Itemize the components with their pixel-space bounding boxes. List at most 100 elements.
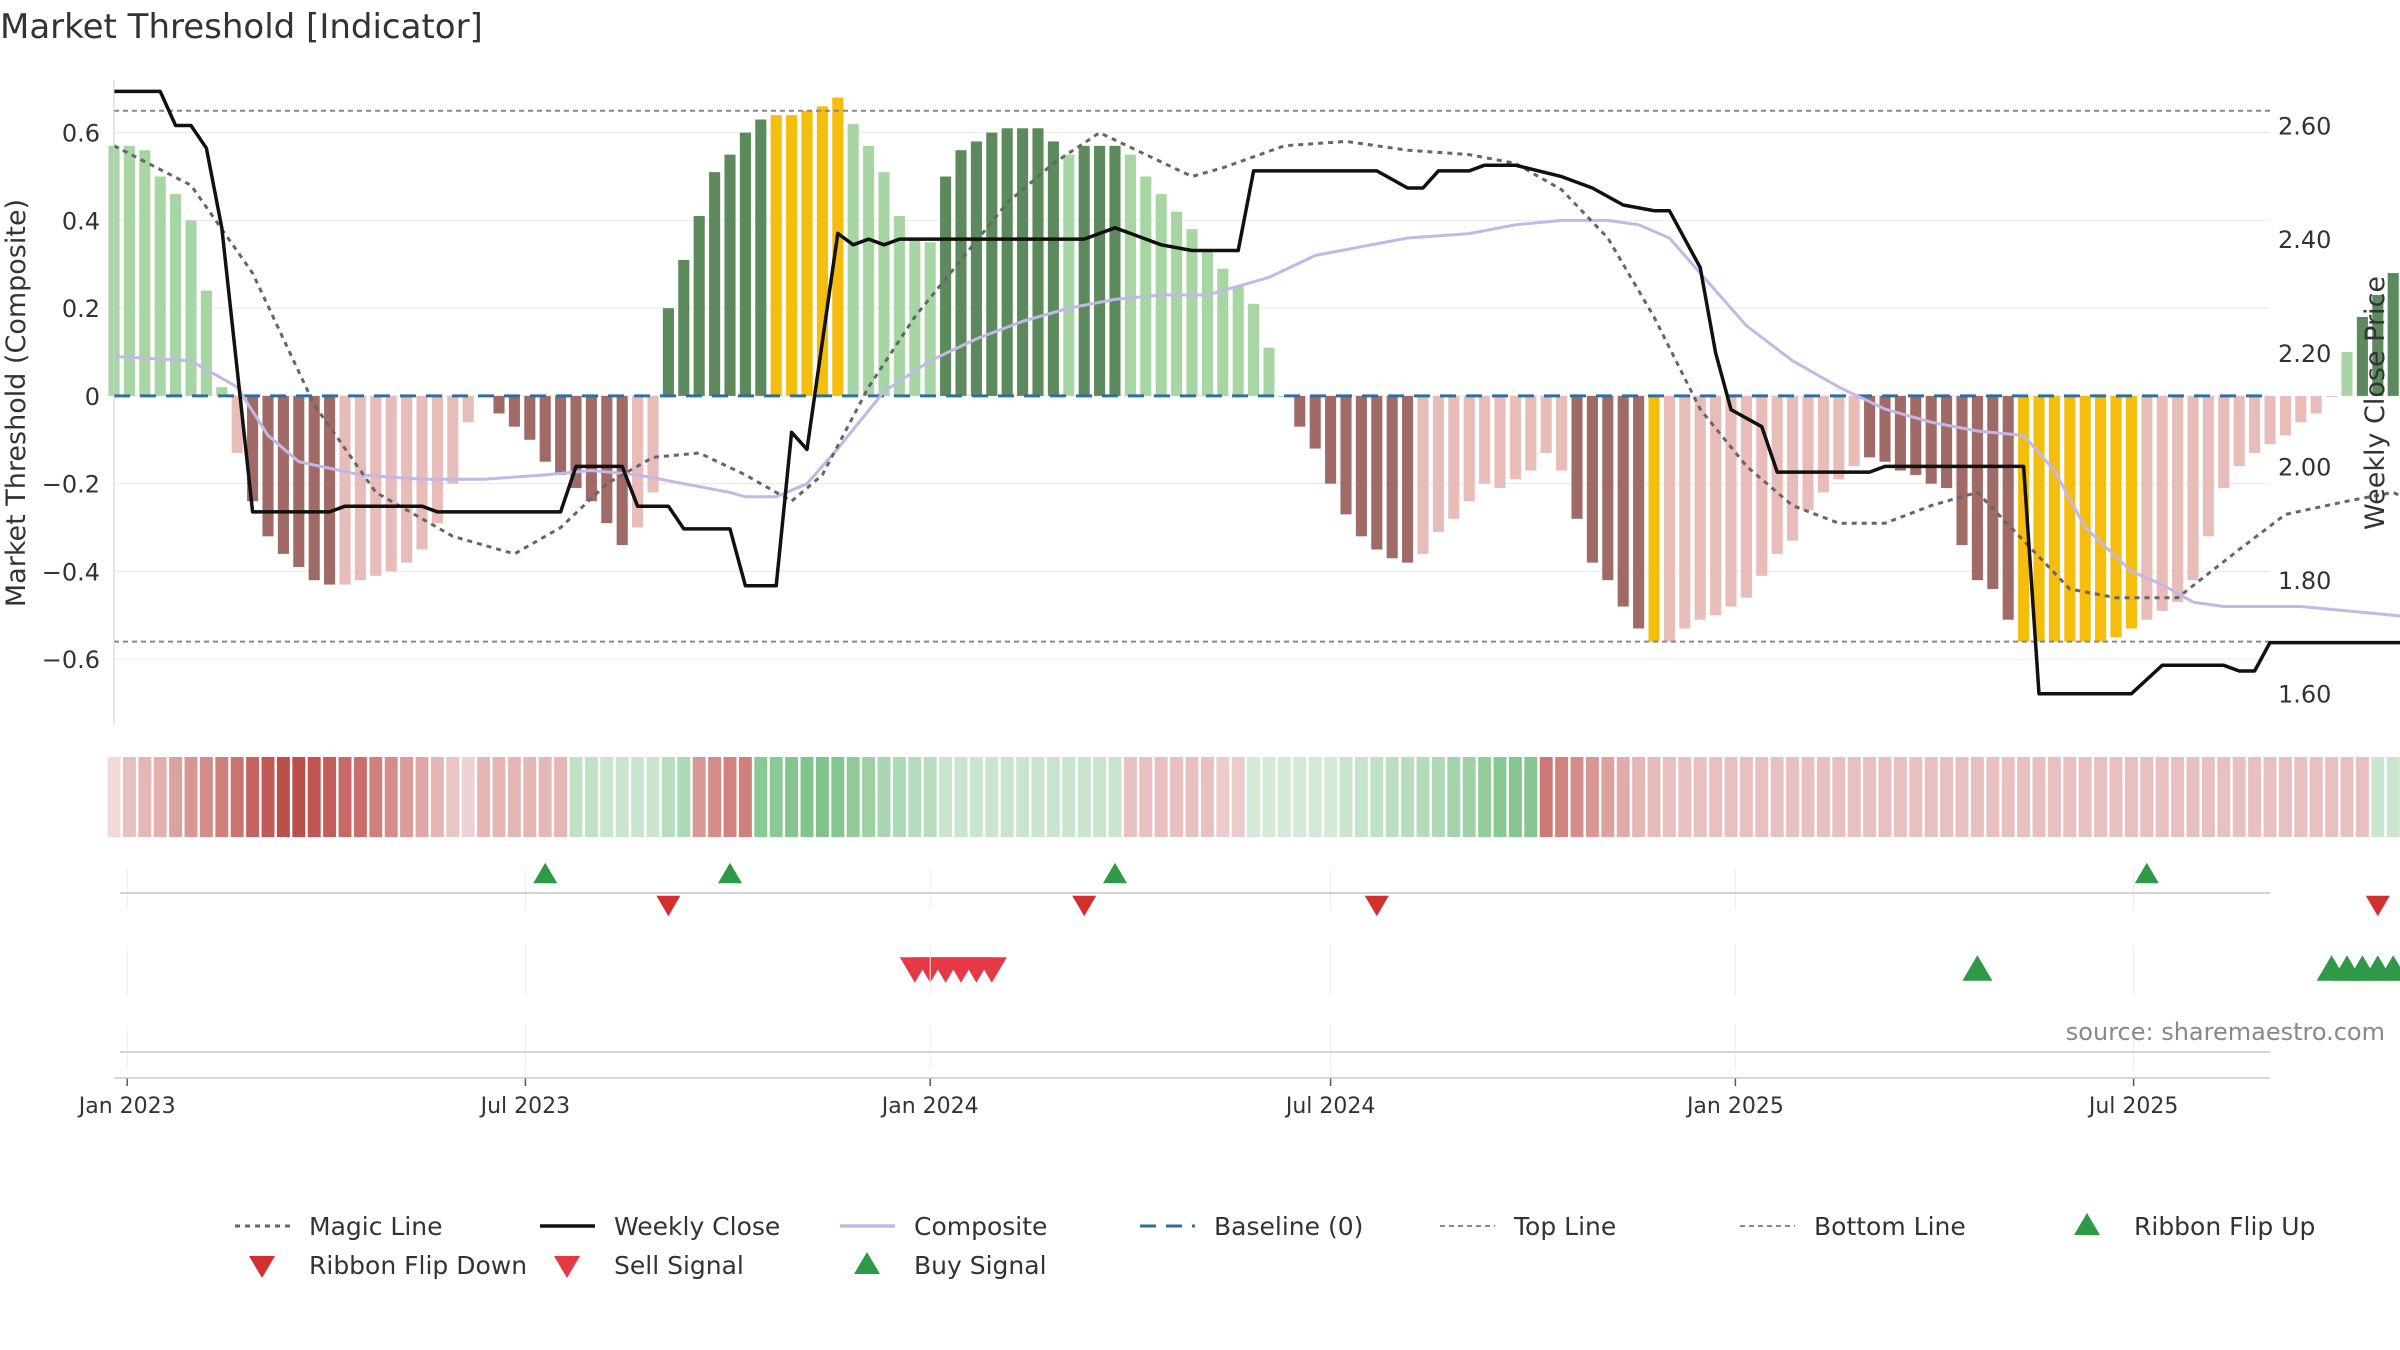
- ribbon-cell: [862, 757, 876, 837]
- composite-bars: [108, 97, 2399, 642]
- composite-bar: [1386, 395, 1398, 559]
- ribbon-flip-down-marker: [1364, 895, 1389, 917]
- ribbon-cell: [199, 757, 213, 837]
- composite-bar: [354, 395, 366, 581]
- composite-bar: [2156, 395, 2168, 611]
- y-tick-label: −0.6: [42, 646, 100, 674]
- ribbon-cell: [1924, 757, 1938, 837]
- ribbon-cell: [1000, 757, 1014, 837]
- composite-bar: [1186, 229, 1198, 396]
- ribbon-cell: [1786, 757, 1800, 837]
- ribbon-cell: [831, 757, 845, 837]
- ribbon-cell: [307, 757, 321, 837]
- y2-axis-label: Weekly Close Price: [2360, 276, 2391, 530]
- ribbon-cell: [2294, 757, 2308, 837]
- ribbon-cell: [1308, 757, 1322, 837]
- ribbon-cell: [2355, 757, 2369, 837]
- legend-swatch: [854, 1251, 880, 1275]
- ribbon-cell: [446, 757, 460, 837]
- ribbon-cell: [1262, 757, 1276, 837]
- legend: Magic Line Weekly Close Composite Baseline …: [235, 1212, 2315, 1280]
- composite-bar: [632, 395, 644, 528]
- ribbon-cell: [1354, 757, 1368, 837]
- composite-bar: [2218, 395, 2230, 489]
- composite-bar: [1694, 395, 1706, 620]
- ribbon-cell: [2047, 757, 2061, 837]
- ribbon-cell: [738, 757, 752, 837]
- y-tick-label: 0: [85, 383, 100, 411]
- composite-bar: [693, 216, 705, 396]
- composite-bar: [1171, 211, 1183, 396]
- legend-label: Weekly Close: [614, 1212, 780, 1241]
- composite-bar: [1294, 395, 1306, 427]
- x-tick-label: Jan 2025: [1685, 1094, 1784, 1119]
- composite-bar: [1756, 395, 1768, 576]
- ribbon-cell: [1970, 757, 1984, 837]
- composite-bar: [447, 395, 459, 484]
- composite-bar: [493, 395, 505, 414]
- composite-bar: [324, 395, 336, 585]
- ribbon-cell: [615, 757, 629, 837]
- ribbon-cell: [2309, 757, 2323, 837]
- composite-bar: [1956, 395, 1968, 546]
- composite-bar: [2018, 395, 2030, 642]
- axes: 0.6 0.4 0.2 0 −0.2 −0.4 −0.6 2.60 2.40 2.20 2.00 1.…: [42, 80, 2331, 725]
- ribbon-cell: [769, 757, 783, 837]
- composite-bar: [1941, 395, 1953, 489]
- buy-signal-marker: [2378, 955, 2400, 981]
- composite-bar: [1894, 395, 1906, 471]
- y2-tick-label: 1.80: [2278, 567, 2331, 595]
- ribbon-cell: [1832, 757, 1846, 837]
- x-tick-label: Jan 2024: [880, 1094, 979, 1119]
- composite-bar: [293, 395, 305, 568]
- composite-bar: [2048, 395, 2060, 642]
- ribbon-cell: [1816, 757, 1830, 837]
- ribbon-cell: [2078, 757, 2092, 837]
- composite-line: [113, 218, 2400, 618]
- chart-title: Market Threshold [Indicator]: [0, 7, 483, 47]
- composite-bar: [1571, 395, 1583, 519]
- composite-bar: [1509, 395, 1521, 480]
- composite-bar: [1663, 395, 1675, 642]
- composite-bar: [2079, 395, 2091, 642]
- composite-bar: [1032, 128, 1044, 396]
- ribbon-cell: [1493, 757, 1507, 837]
- ribbon-cell: [1724, 757, 1738, 837]
- composite-bar: [1987, 395, 1999, 589]
- y2-tick-label: 2.20: [2278, 340, 2331, 368]
- ribbon-cell: [908, 757, 922, 837]
- y2-tick-label: 2.40: [2278, 226, 2331, 254]
- composite-bar: [1925, 395, 1937, 484]
- ribbon-cell: [1416, 757, 1430, 837]
- composite-bar: [170, 194, 182, 396]
- composite-bar: [1540, 395, 1552, 453]
- composite-bar: [1817, 395, 1829, 493]
- ribbon-cell: [1401, 757, 1415, 837]
- composite-bar: [1001, 128, 1013, 396]
- composite-bar: [1017, 128, 1029, 396]
- ribbon-cell: [1524, 757, 1538, 837]
- ribbon-cell: [1108, 757, 1122, 837]
- ribbon-cell: [2094, 757, 2108, 837]
- composite-bar: [1525, 395, 1537, 471]
- ribbon-cell: [507, 757, 521, 837]
- ribbon-cell: [1863, 757, 1877, 837]
- composite-bar: [2341, 352, 2353, 396]
- ribbon-cell: [1662, 757, 1676, 837]
- ribbon-cell: [523, 757, 537, 837]
- ribbon-flip-down-marker: [1072, 895, 1097, 917]
- composite-bar: [1648, 395, 1660, 642]
- ribbon-cell: [1185, 757, 1199, 837]
- composite-bar: [1109, 145, 1121, 396]
- composite-bar: [1417, 395, 1429, 554]
- ribbon-cell: [430, 757, 444, 837]
- ribbon-cell: [2124, 757, 2138, 837]
- ribbon-cell: [1339, 757, 1353, 837]
- legend-swatch: [2074, 1212, 2100, 1236]
- ribbon-cell: [276, 757, 290, 837]
- ribbon-cell: [1986, 757, 2000, 837]
- composite-bar: [2002, 395, 2014, 620]
- composite-bar: [1217, 268, 1229, 396]
- composite-bar: [955, 150, 967, 396]
- ribbon-cell: [923, 757, 937, 837]
